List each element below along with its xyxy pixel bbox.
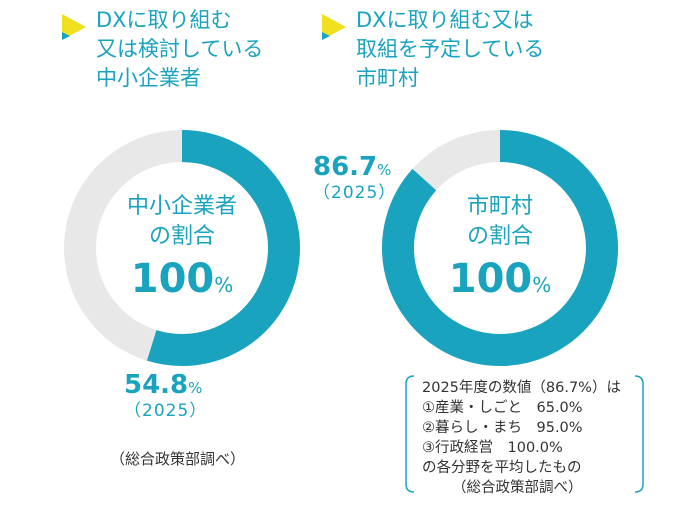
- center-target: 100%: [430, 252, 570, 312]
- donut-slice-value: [146, 130, 300, 366]
- target-value: 100: [448, 256, 533, 302]
- heading-line: DXに取り組む: [96, 8, 232, 32]
- heading-smes-text: DXに取り組む 又は検討している 中小企業者: [96, 6, 263, 93]
- center-line1: 中小企業者: [126, 194, 237, 219]
- value-year: （2025）: [124, 401, 208, 421]
- center-line2: の割合: [148, 224, 215, 249]
- note-line: ①産業・しごと 65.0%: [422, 400, 583, 416]
- target-unit: %: [532, 273, 552, 297]
- value-unit: %: [188, 379, 203, 397]
- target-unit: %: [214, 273, 234, 297]
- smes-source: （総合政策部調べ）: [110, 450, 246, 468]
- value-unit: %: [377, 161, 392, 179]
- note-source: （総合政策部調べ）: [452, 480, 583, 496]
- note-line: 2025年度の数値（86.7%）は: [422, 380, 621, 396]
- smes-center-label: 中小企業者 の割合 100%: [102, 192, 262, 312]
- municipalities-note: 2025年度の数値（86.7%）は ①産業・しごと 65.0% ②暮らし・まち …: [402, 374, 647, 496]
- municipalities-value-label: 86.7% （2025）: [313, 152, 396, 204]
- value-number: 86.7: [313, 152, 378, 182]
- heading-line: 取組を予定している: [356, 37, 545, 61]
- yellow-triangle-icon: [322, 14, 346, 40]
- center-line2: の割合: [466, 224, 533, 249]
- smes-value-label: 54.8% （2025）: [124, 370, 207, 422]
- note-line: ③行政経営 100.0%: [422, 440, 563, 456]
- note-brackets: [405, 375, 644, 493]
- target-value: 100: [130, 256, 215, 302]
- heading-line: 又は検討している: [96, 37, 264, 61]
- center-line1: 市町村: [466, 194, 533, 219]
- heading-line: 中小企業者: [96, 66, 201, 90]
- note-line: の各分野を平均したもの: [422, 460, 582, 476]
- note-line: ②暮らし・まち 95.0%: [422, 420, 583, 436]
- heading-line: DXに取り組む又は: [356, 8, 534, 32]
- municipalities-center-label: 市町村 の割合 100%: [430, 192, 570, 312]
- donut-slice-value: [382, 130, 618, 366]
- yellow-triangle-icon: [62, 14, 86, 40]
- heading-line: 市町村: [356, 66, 419, 90]
- value-number: 54.8: [124, 370, 189, 400]
- heading-municipalities-text: DXに取り組む又は 取組を予定している 市町村: [356, 6, 544, 93]
- note-text: 2025年度の数値（86.7%）は ①産業・しごと 65.0% ②暮らし・まち …: [422, 378, 621, 498]
- center-target: 100%: [102, 252, 262, 312]
- value-year: （2025）: [313, 183, 397, 203]
